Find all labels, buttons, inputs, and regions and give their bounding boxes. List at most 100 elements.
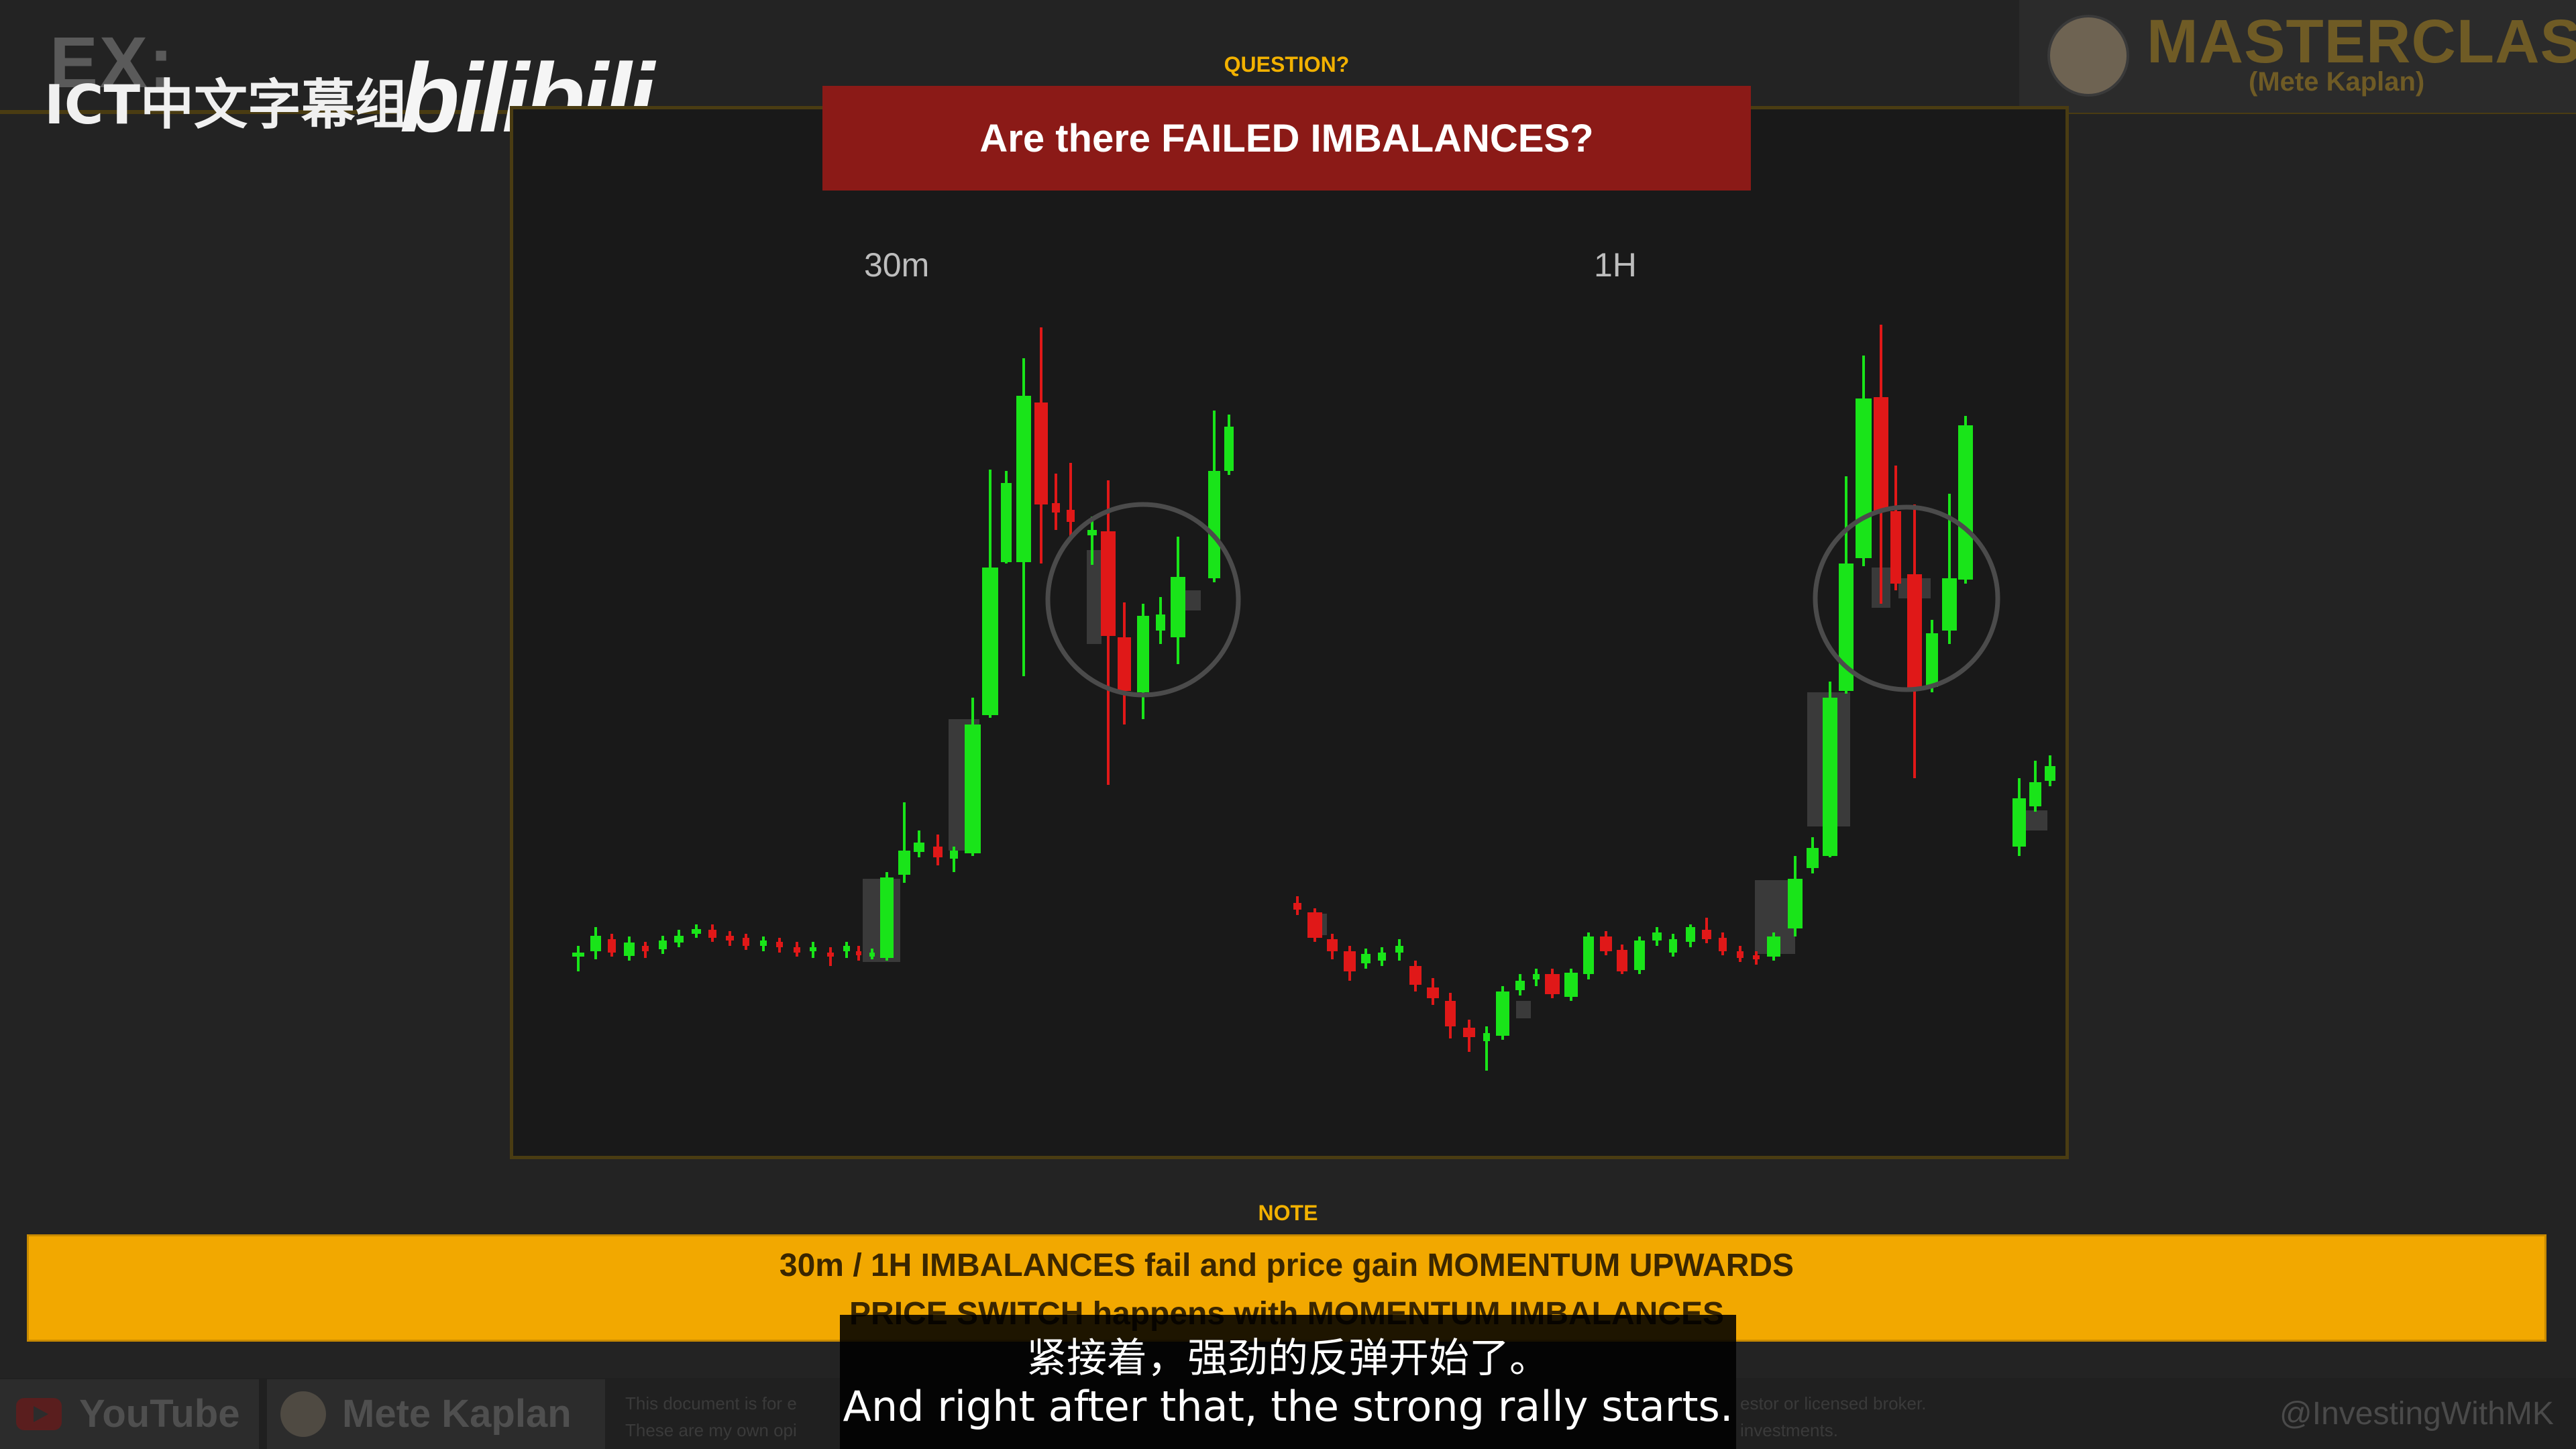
timeframe-label-30m: 30m xyxy=(864,246,930,284)
disclaimer-right-line-2: investments. xyxy=(1740,1420,1838,1440)
imbalance-zone-6 xyxy=(1516,1001,1531,1018)
right-1h-candle-2 xyxy=(1307,908,1322,942)
right-1h-candle-4 xyxy=(1344,946,1356,981)
right-1h-candle-10 xyxy=(1445,993,1456,1038)
right-1h-candle-38 xyxy=(1926,620,1938,692)
right-1h-body-13 xyxy=(1496,991,1509,1036)
right-1h-body-10 xyxy=(1445,1001,1456,1026)
right-1h-body-1 xyxy=(1293,903,1301,910)
failed-imbalance-circle-30m xyxy=(1045,502,1241,698)
disclaimer-right-line-1: estor or licensed broker. xyxy=(1740,1393,1927,1413)
right-1h-candle-37 xyxy=(1907,504,1922,778)
right-1h-candle-42 xyxy=(2029,761,2041,812)
left-30m-candle-26 xyxy=(982,470,998,718)
right-1h-body-17 xyxy=(1564,973,1578,997)
right-1h-body-43 xyxy=(2045,766,2055,781)
left-30m-candle-10 xyxy=(726,931,734,946)
left-30m-candle-38 xyxy=(1208,411,1220,582)
right-1h-candle-22 xyxy=(1652,927,1662,946)
right-1h-candle-15 xyxy=(1533,969,1540,986)
left-30m-candle-17 xyxy=(843,942,850,958)
left-30m-body-33 xyxy=(1101,531,1116,636)
left-30m-candle-36 xyxy=(1156,597,1165,644)
right-1h-body-6 xyxy=(1378,953,1386,961)
imbalance-zone-3 xyxy=(1087,550,1102,644)
left-30m-body-21 xyxy=(898,851,910,875)
chart-panel xyxy=(510,106,2069,1159)
left-30m-candle-22 xyxy=(914,830,924,857)
right-1h-body-38 xyxy=(1926,633,1938,687)
right-1h-candle-16 xyxy=(1545,969,1560,998)
left-30m-candle-20 xyxy=(880,872,894,961)
left-30m-candle-25 xyxy=(965,698,981,856)
left-30m-body-15 xyxy=(810,947,816,951)
subtitle-chinese: 紧接着，强劲的反弹开始了。 xyxy=(1026,1335,1550,1382)
left-30m-body-5 xyxy=(642,946,649,951)
right-1h-candle-21 xyxy=(1634,936,1645,974)
left-30m-candle-9 xyxy=(708,924,716,942)
right-1h-body-25 xyxy=(1702,930,1711,939)
left-30m-body-23 xyxy=(933,847,943,857)
social-handle[interactable]: @InvestingWithMK xyxy=(2279,1396,2554,1432)
left-30m-body-9 xyxy=(708,930,716,938)
right-1h-body-41 xyxy=(2012,798,2026,847)
watermark-group-name: ICT中文字幕组 xyxy=(44,74,409,136)
failed-imbalance-circles xyxy=(1045,502,2000,698)
right-1h-candle-32 xyxy=(1823,682,1837,857)
left-30m-body-27 xyxy=(1001,483,1012,562)
left-30m-body-30 xyxy=(1052,503,1060,513)
right-1h-body-12 xyxy=(1483,1033,1490,1041)
right-1h-candle-13 xyxy=(1496,986,1509,1040)
right-1h-body-16 xyxy=(1545,974,1560,994)
left-30m-candle-13 xyxy=(776,938,783,953)
disclaimer-left-line-1: This document is for e xyxy=(625,1393,797,1413)
disclaimer-left-line-2: These are my own opi xyxy=(625,1420,797,1440)
left-30m-body-37 xyxy=(1171,577,1185,637)
right-1h-body-40 xyxy=(1958,425,1973,580)
left-30m-candle-39 xyxy=(1224,415,1234,475)
right-1h-body-3 xyxy=(1327,939,1338,951)
right-1h-body-32 xyxy=(1823,698,1837,856)
left-30m-candle-7 xyxy=(674,930,684,947)
left-30m-candle-14 xyxy=(794,942,800,957)
left-30m-body-31 xyxy=(1067,510,1075,522)
right-1h-candle-35 xyxy=(1874,325,1888,604)
left-30m-body-11 xyxy=(743,938,749,946)
right-1h-body-27 xyxy=(1737,951,1743,958)
right-1h-candle-28 xyxy=(1753,951,1760,965)
right-1h-candle-9 xyxy=(1427,978,1439,1005)
left-30m-candle-34 xyxy=(1118,602,1131,724)
left-30m-candle-27 xyxy=(1001,471,1012,564)
left-30m-candle-32 xyxy=(1087,517,1097,565)
note-line-1: 30m / 1H IMBALANCES fail and price gain … xyxy=(779,1248,1794,1283)
right-1h-body-26 xyxy=(1719,938,1727,951)
masterclass-subtitle: (Mete Kaplan) xyxy=(2249,67,2425,97)
timeframe-label-1h: 1H xyxy=(1594,246,1637,284)
left-30m-candle-37 xyxy=(1171,537,1185,664)
watermark-ex: EX: xyxy=(50,21,175,103)
left-30m-candle-30 xyxy=(1052,474,1060,530)
right-1h-candle-30 xyxy=(1788,856,1803,936)
left-30m-candle-33 xyxy=(1101,480,1116,785)
right-1h-candle-26 xyxy=(1719,932,1727,955)
question-label: QUESTION? xyxy=(1224,52,1350,76)
right-1h-candle-40 xyxy=(1958,416,1973,584)
right-1h-body-28 xyxy=(1753,955,1760,959)
left-30m-body-25 xyxy=(965,724,981,853)
left-30m-body-36 xyxy=(1156,614,1165,631)
left-30m-body-6 xyxy=(659,941,667,949)
left-30m-body-8 xyxy=(692,929,701,934)
right-1h-candle-5 xyxy=(1361,949,1371,969)
right-1h-candle-7 xyxy=(1395,939,1403,961)
left-30m-candle-3 xyxy=(608,934,616,957)
left-30m-body-32 xyxy=(1087,530,1097,535)
left-30m-body-20 xyxy=(880,877,894,958)
author-name: Mete Kaplan xyxy=(342,1392,572,1436)
right-1h-body-22 xyxy=(1652,932,1662,941)
right-1h-candle-20 xyxy=(1617,945,1627,974)
left-30m-candle-24 xyxy=(950,847,958,872)
right-1h-candle-24 xyxy=(1686,924,1695,947)
left-30m-body-2 xyxy=(590,936,601,951)
right-1h-body-19 xyxy=(1600,936,1612,951)
